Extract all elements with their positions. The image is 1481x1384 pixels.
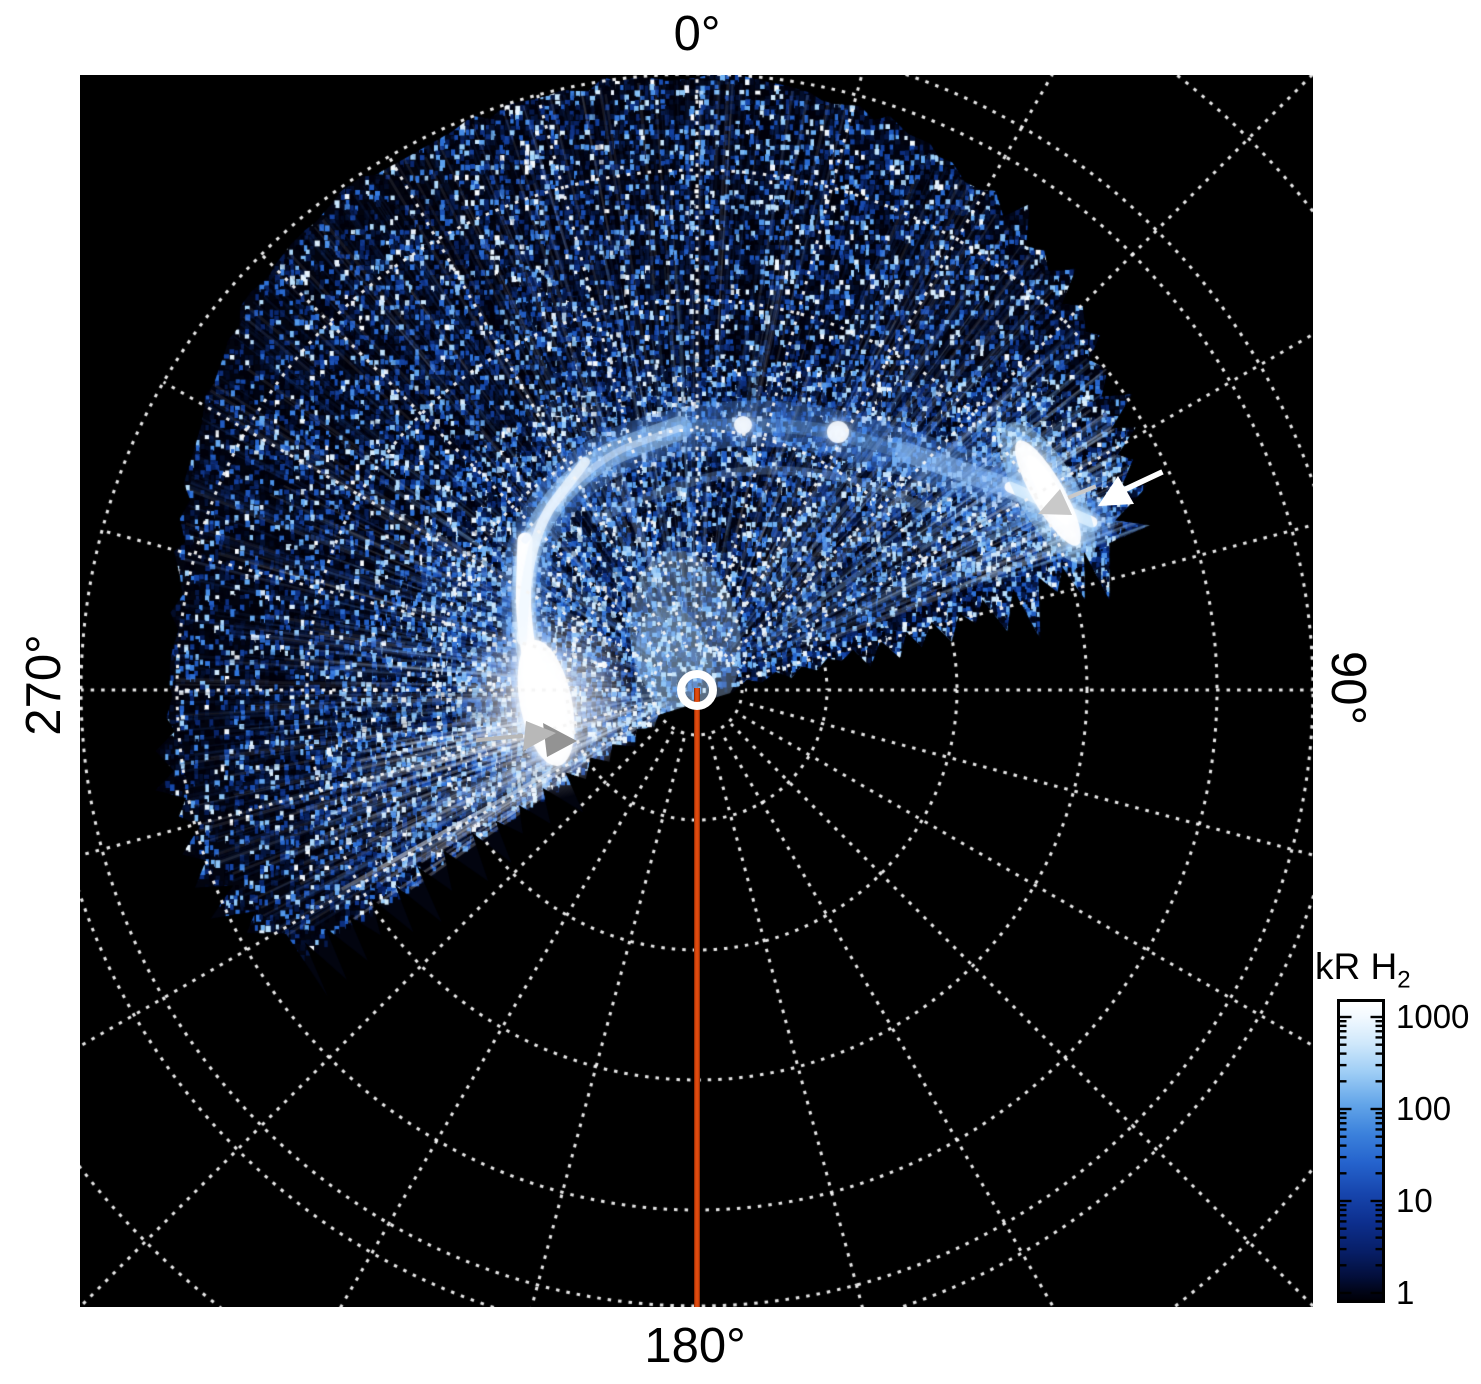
pole-marker-ring (677, 670, 717, 710)
colorbar-title: kR H2 (1315, 946, 1411, 994)
angle-label-180: 180° (644, 1319, 746, 1373)
colorbar-tick-label-1: 1 (1396, 1274, 1415, 1311)
colorbar-tick-label-100: 100 (1396, 1090, 1452, 1127)
colorbar-title-subscript: 2 (1397, 966, 1411, 994)
colorbar-tick-label-1000: 1000 (1396, 998, 1470, 1035)
colorbar-gradient (1337, 999, 1385, 1303)
angle-label-270: 270° (17, 634, 71, 736)
angle-label-0: 0° (673, 7, 721, 61)
central-meridian-line (694, 688, 700, 1307)
angle-label-90: 90° (1321, 650, 1375, 726)
colorbar-ticks (1339, 1015, 1383, 1295)
colorbar-tick-label-10: 10 (1396, 1182, 1433, 1219)
